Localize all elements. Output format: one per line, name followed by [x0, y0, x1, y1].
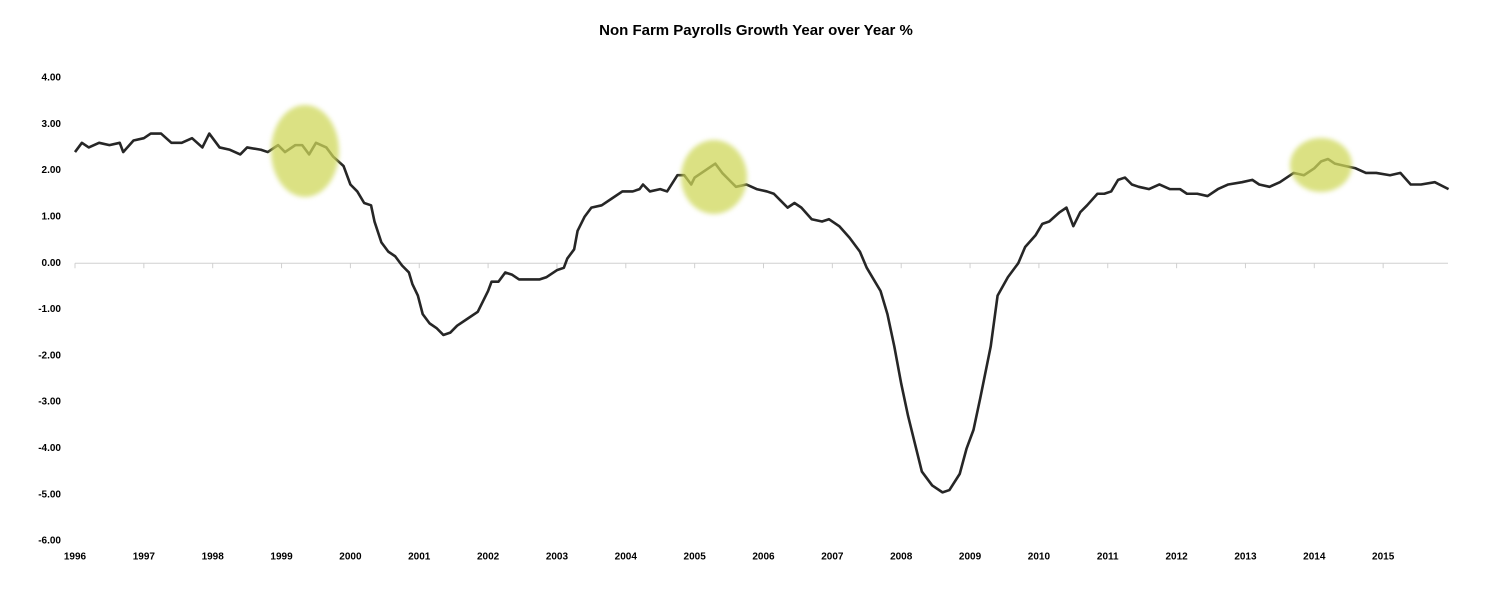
y-tick-label: -5.00	[38, 489, 61, 500]
x-tick-label: 2014	[1303, 552, 1326, 563]
highlight-circle	[681, 140, 747, 214]
x-tick-label: 2012	[1165, 552, 1188, 563]
x-tick-label: 1999	[270, 552, 293, 563]
x-tick-label: 2004	[615, 552, 638, 563]
y-tick-label: 2.00	[42, 165, 62, 176]
y-tick-label: -6.00	[38, 536, 61, 547]
x-tick-label: 2002	[477, 552, 500, 563]
highlight-circle	[271, 105, 339, 197]
x-tick-label: 2013	[1234, 552, 1257, 563]
x-tick-label: 2009	[959, 552, 982, 563]
x-tick-label: 1998	[202, 552, 225, 563]
x-tick-label: 2000	[339, 552, 362, 563]
series-line	[73, 132, 1450, 494]
highlight-circle	[1290, 138, 1352, 192]
y-tick-label: 4.00	[42, 73, 62, 84]
x-tick-label: 1996	[64, 552, 87, 563]
x-tick-label: 2007	[821, 552, 844, 563]
y-tick-label: -2.00	[38, 350, 61, 361]
highlights	[271, 105, 1352, 214]
y-tick-label: 3.00	[42, 119, 62, 130]
x-tick-label: 2005	[684, 552, 707, 563]
x-tick-label: 2011	[1097, 552, 1119, 563]
x-tick-label: 2006	[752, 552, 775, 563]
x-tick-label: 2008	[890, 552, 913, 563]
x-tick-label: 2001	[408, 552, 431, 563]
y-tick-label: -1.00	[38, 304, 61, 315]
x-tick-label: 2010	[1028, 552, 1051, 563]
y-tick-label: 1.00	[42, 212, 62, 223]
y-tick-label: 0.00	[42, 258, 62, 269]
chart-title: Non Farm Payrolls Growth Year over Year …	[599, 22, 913, 39]
x-tick-label: 2003	[546, 552, 569, 563]
y-tick-label: -3.00	[38, 397, 61, 408]
x-tick-label: 1997	[133, 552, 156, 563]
y-tick-label: -4.00	[38, 443, 61, 454]
x-tick-label: 2015	[1372, 552, 1395, 563]
